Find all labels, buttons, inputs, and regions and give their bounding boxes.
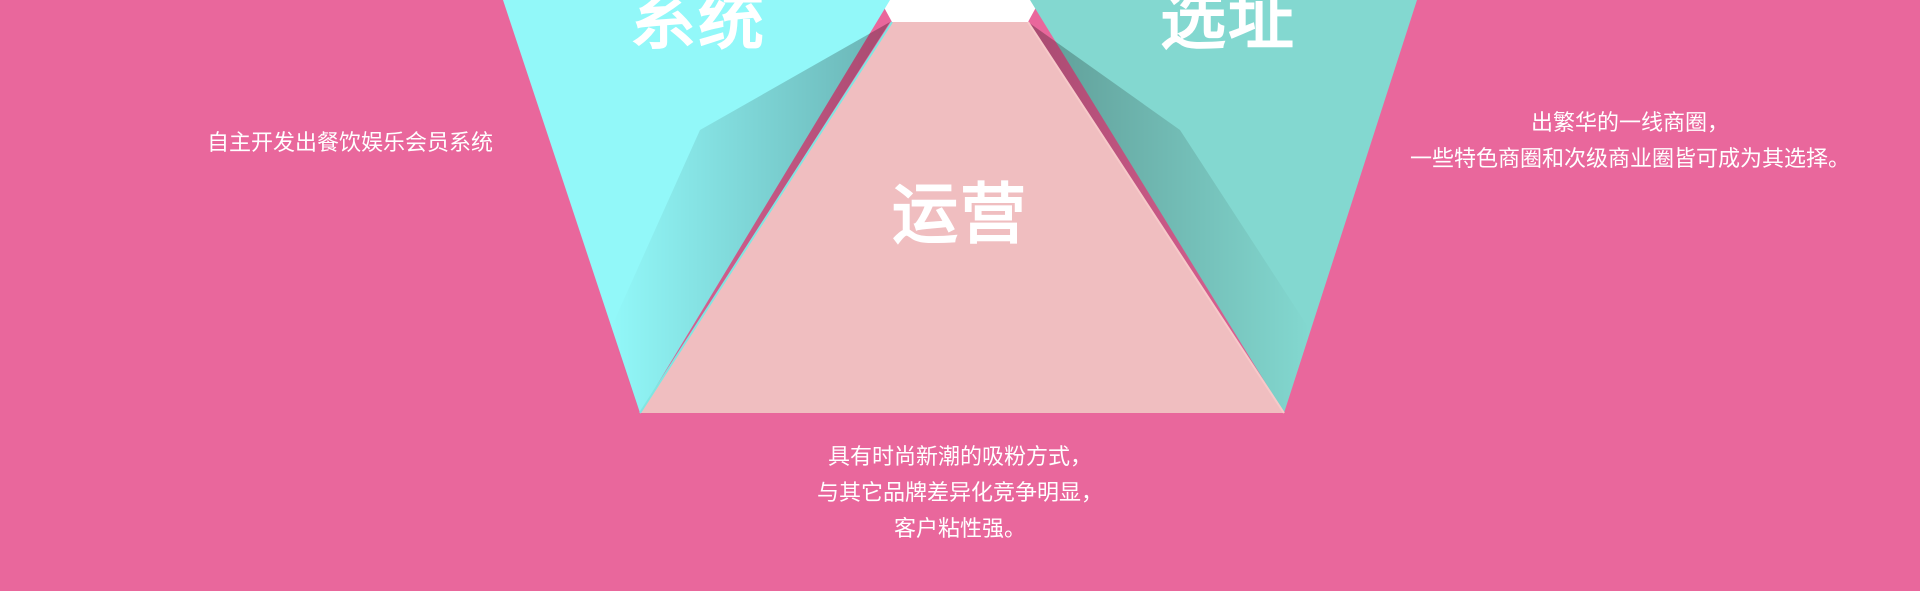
- system-description: 自主开发出餐饮娱乐会员系统: [150, 126, 550, 162]
- location-title: 选址: [1160, 0, 1296, 59]
- operation-panel-edge-left: [639, 21, 893, 414]
- location-description-line-2: 一些特色商圈和次级商业圈皆可成为其选择。: [1409, 147, 1850, 172]
- operation-description-line-1: 具有时尚新潮的吸粉方式，: [827, 445, 1092, 470]
- system-description-line-1: 自主开发出餐饮娱乐会员系统: [206, 131, 493, 156]
- operation-title: 运营: [892, 176, 1028, 253]
- operation-panel-edge-right: [1027, 21, 1285, 414]
- system-title: 系统: [630, 0, 766, 59]
- location-panel-shadow: [1028, 22, 1310, 413]
- system-panel-shadow: [610, 22, 890, 413]
- operation-panel: [640, 22, 1284, 413]
- top-notch: [880, 0, 1040, 22]
- operation-description: 具有时尚新潮的吸粉方式， 与其它品牌差异化竞争明显， 客户粘性强。: [760, 440, 1160, 548]
- location-description: 出繁华的一线商圈， 一些特色商圈和次级商业圈皆可成为其选择。: [1390, 106, 1870, 178]
- operation-description-line-2: 与其它品牌差异化竞争明显，: [816, 481, 1103, 506]
- operation-description-line-3: 客户粘性强。: [893, 517, 1026, 542]
- location-description-line-1: 出繁华的一线商圈，: [1530, 111, 1729, 136]
